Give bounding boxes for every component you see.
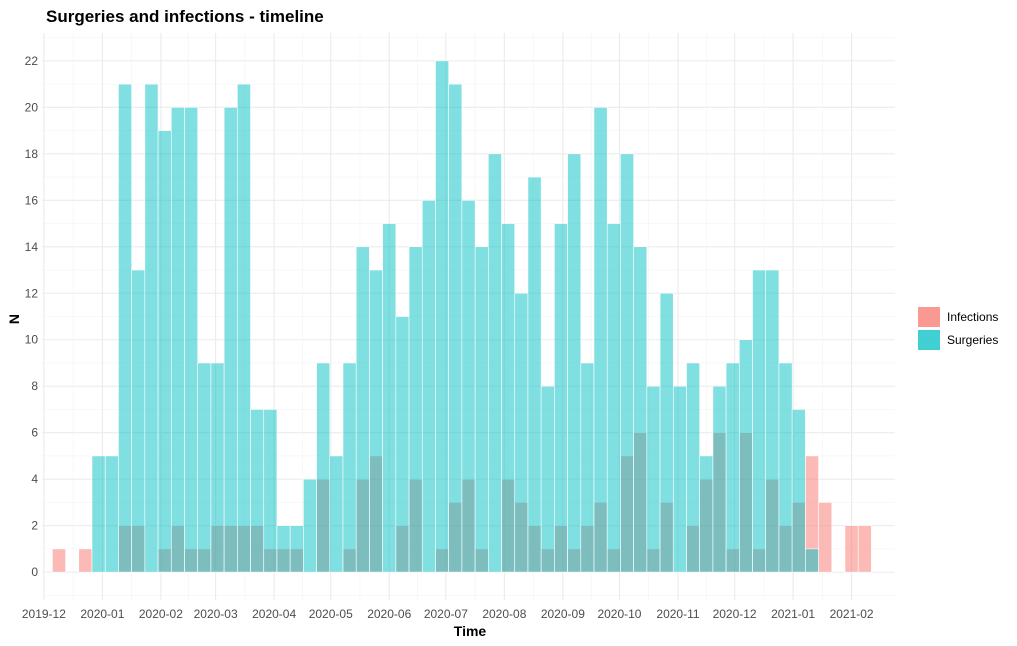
bar-surgeries [554, 223, 568, 573]
bar-surgeries [699, 455, 714, 573]
bar-surgeries [435, 60, 449, 573]
bar-surgeries [580, 362, 595, 573]
bar-surgeries [712, 385, 727, 573]
y-tick-label: 12 [25, 286, 39, 300]
y-tick-label: 2 [31, 519, 38, 533]
x-tick-label: 2020-10 [597, 607, 641, 621]
y-tick-label: 22 [25, 54, 39, 68]
y-tick-label: 14 [25, 240, 39, 254]
bar-surgeries [342, 362, 357, 573]
bar-surgeries [540, 385, 555, 573]
bar-surgeries [646, 385, 661, 573]
x-tick-label: 2020-09 [541, 607, 585, 621]
y-tick-label: 6 [31, 426, 38, 440]
bar-surgeries [620, 153, 634, 573]
bar-surgeries [567, 153, 582, 573]
bar-surgeries [725, 362, 740, 573]
bar-surgeries [686, 362, 700, 573]
bar-surgeries [672, 385, 687, 573]
y-tick-label: 0 [31, 565, 38, 579]
x-tick-label: 2020-11 [656, 607, 699, 621]
bar-infections [857, 525, 872, 573]
bar-surgeries [329, 455, 344, 573]
bar-surgeries [369, 269, 383, 573]
bar-surgeries [237, 83, 251, 573]
bar-surgeries [303, 478, 317, 573]
x-tick-label: 2021-01 [771, 607, 815, 621]
y-tick-label: 16 [25, 193, 39, 207]
y-axis-title: N [6, 314, 22, 324]
bar-surgeries [263, 409, 278, 573]
bar-surgeries [104, 455, 119, 573]
bar-surgeries [752, 269, 767, 573]
bar-surgeries [488, 153, 502, 573]
bar-surgeries [355, 246, 370, 573]
bar-surgeries [316, 362, 331, 573]
x-tick-label: 2020-05 [309, 607, 353, 621]
x-tick-label: 2020-08 [482, 607, 526, 621]
bar-surgeries [382, 223, 397, 573]
x-tick-label: 2020-01 [80, 607, 124, 621]
bar-surgeries [223, 107, 238, 573]
y-tick-label: 10 [25, 333, 39, 347]
x-tick-label: 2020-06 [367, 607, 411, 621]
bar-surgeries [395, 316, 410, 573]
bar-surgeries [514, 292, 529, 573]
x-tick-label: 2020-07 [424, 607, 468, 621]
x-tick-label: 2019-12 [22, 607, 66, 621]
bar-surgeries [276, 525, 291, 573]
bar-surgeries [501, 223, 516, 573]
bar-infections [78, 548, 93, 573]
bar-surgeries [157, 130, 172, 573]
y-tick-label: 20 [25, 100, 39, 114]
bar-surgeries [659, 292, 674, 573]
bar-infections [52, 548, 66, 573]
legend-key-surgeries [918, 330, 940, 350]
bar-surgeries [739, 339, 753, 573]
bar-surgeries [633, 246, 648, 573]
bar-surgeries [461, 200, 476, 573]
y-tick-label: 4 [31, 472, 38, 486]
bar-infections [844, 525, 859, 573]
chart-title: Surgeries and infections - timeline [46, 7, 324, 26]
bar-surgeries [593, 107, 608, 573]
bar-surgeries [448, 83, 463, 573]
y-tick-label: 8 [31, 379, 38, 393]
y-axis-ticks: 0 2 4 6 8 10 12 14 16 18 20 22 [25, 54, 39, 579]
bar-surgeries [170, 107, 185, 573]
y-tick-label: 18 [25, 147, 39, 161]
bar-infections [818, 502, 833, 573]
bars [52, 60, 872, 573]
x-tick-label: 2020-03 [194, 607, 238, 621]
x-axis-ticks: 2019-12 2020-01 2020-02 2020-03 2020-04 2020-… [22, 607, 874, 621]
bar-surgeries [765, 269, 780, 573]
bar-surgeries [474, 246, 489, 573]
bar-surgeries [144, 83, 159, 573]
bar-surgeries [250, 409, 265, 573]
bar-surgeries [805, 548, 819, 573]
bar-surgeries [408, 246, 423, 573]
bar-surgeries [289, 525, 304, 573]
bar-surgeries [778, 362, 793, 573]
bar-surgeries [421, 200, 436, 573]
bar-surgeries [606, 223, 621, 573]
x-tick-label: 2021-02 [830, 607, 874, 621]
x-tick-label: 2020-04 [252, 607, 296, 621]
legend: Infections Surgeries [918, 307, 998, 350]
x-tick-label: 2020-12 [713, 607, 757, 621]
legend-label-surgeries: Surgeries [947, 333, 998, 347]
x-tick-label: 2020-02 [139, 607, 183, 621]
bar-surgeries [791, 409, 806, 573]
bar-surgeries [131, 269, 146, 573]
legend-label-infections: Infections [947, 310, 998, 324]
bar-surgeries [197, 362, 212, 573]
bar-surgeries [527, 176, 542, 573]
bar-surgeries [210, 362, 225, 573]
legend-key-infections [918, 307, 940, 327]
bar-surgeries [91, 455, 106, 573]
bar-surgeries [184, 107, 198, 573]
bar-surgeries [118, 83, 132, 573]
x-axis-title: Time [454, 623, 487, 639]
